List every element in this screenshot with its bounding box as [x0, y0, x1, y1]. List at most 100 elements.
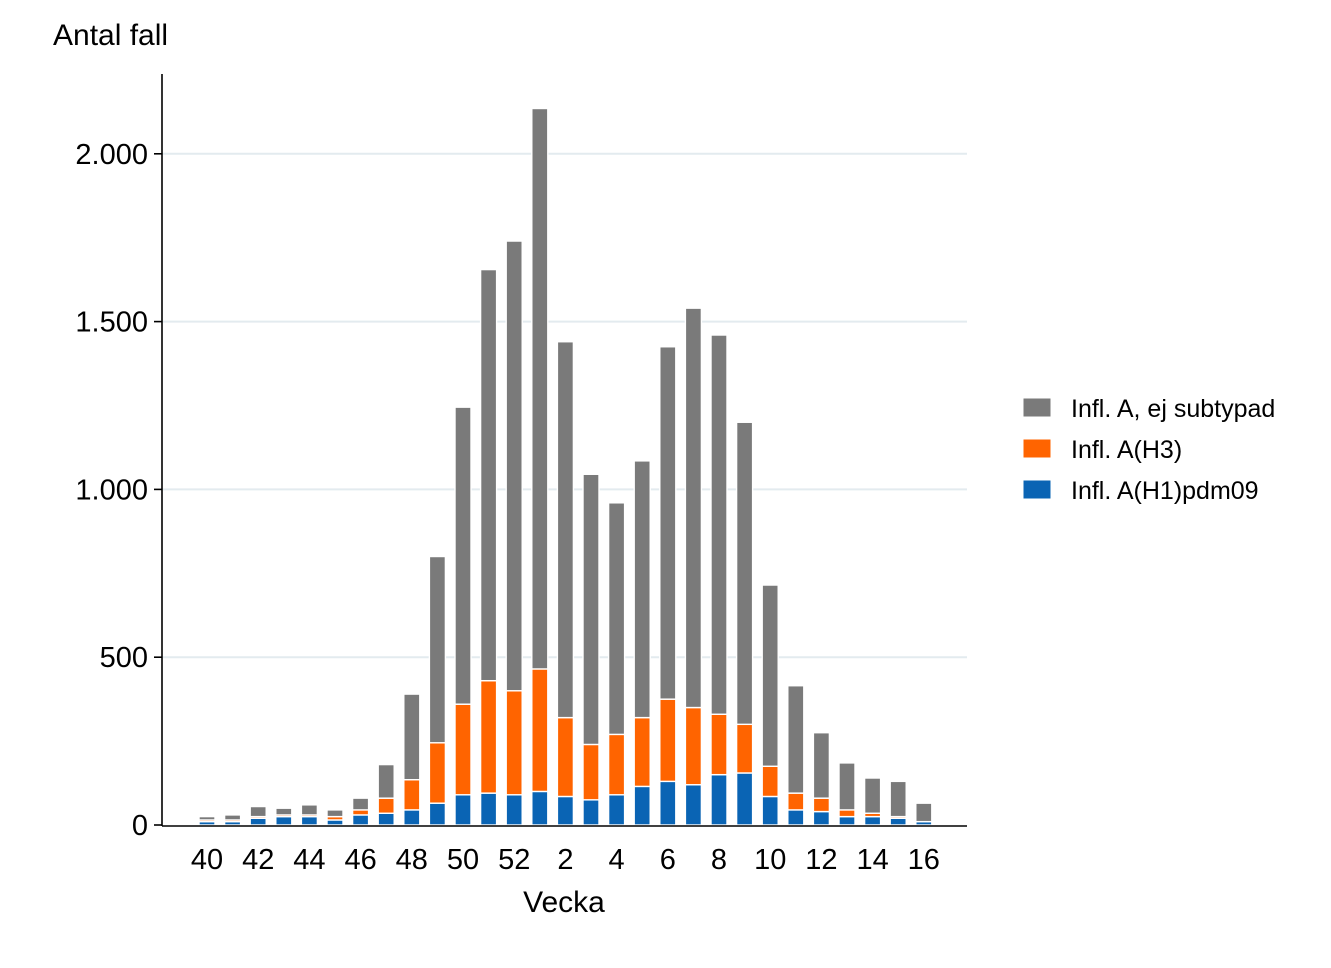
- bar-segment: [275, 807, 293, 816]
- bar-segment: [812, 797, 831, 813]
- bar-segment: [377, 812, 395, 826]
- bar-segment: [761, 584, 779, 767]
- bar-segment: [659, 698, 677, 783]
- y-tick-label: 0: [132, 810, 148, 842]
- bar-segment: [863, 777, 882, 814]
- bar-segment: [889, 817, 907, 826]
- x-tick-label: 2: [557, 844, 573, 876]
- bar-segment: [582, 473, 600, 746]
- bar-segment: [838, 815, 856, 826]
- x-tick-label: 6: [660, 844, 676, 876]
- bar-segment: [633, 716, 651, 788]
- bar-segment: [479, 792, 498, 826]
- x-axis-title: Vecka: [523, 886, 605, 919]
- bar-segment: [659, 346, 677, 700]
- bar-segment: [633, 785, 651, 826]
- bar-segment: [684, 784, 703, 826]
- bar-segment: [531, 668, 549, 793]
- x-tick-label: 46: [344, 844, 376, 876]
- bar-segment: [710, 713, 728, 776]
- bar-segment: [710, 334, 728, 715]
- bar-segment: [838, 762, 856, 811]
- legend-swatch: [1022, 479, 1052, 500]
- x-tick-labels: 40 42 44 46 48 50 52 2 4 6 8 10 12 14 16: [191, 844, 940, 876]
- bar-segment: [659, 780, 677, 826]
- bar-segment: [556, 795, 575, 826]
- bar-segment: [505, 794, 523, 826]
- bar-segment: [531, 790, 549, 826]
- bar-segment: [582, 799, 600, 826]
- bar-segment: [889, 780, 907, 818]
- legend-label: Infl. A, ej subtypad: [1071, 395, 1275, 423]
- x-tick-label: 10: [754, 844, 786, 876]
- bar-segment: [505, 690, 523, 796]
- bar-segment: [607, 733, 626, 796]
- x-tick-label: 52: [498, 844, 530, 876]
- bar-segment: [249, 805, 267, 818]
- bar-segment: [556, 341, 575, 719]
- bar-segment: [454, 703, 472, 796]
- bar-segment: [838, 809, 856, 818]
- x-tick-label: 50: [447, 844, 479, 876]
- bar-segment: [684, 706, 703, 786]
- bar-segment: [326, 809, 344, 818]
- bar-segment: [787, 685, 805, 794]
- bar-segment: [582, 743, 600, 801]
- bar-segment: [351, 814, 370, 826]
- bar-segment: [633, 460, 651, 719]
- bar-segment: [403, 778, 421, 811]
- y-tick-label: 1.500: [75, 307, 148, 339]
- y-axis-title: Antal fall: [53, 19, 168, 52]
- bar-segment: [326, 819, 344, 826]
- bar-segment: [607, 794, 626, 826]
- bar-segment: [607, 502, 626, 736]
- y-tick-labels: 0 500 1.000 1.500 2.000: [75, 139, 162, 842]
- bar-segment: [761, 795, 779, 826]
- bar-segment: [735, 723, 754, 774]
- legend: Infl. A, ej subtypad Infl. A(H3) Infl. A(H…: [1022, 395, 1275, 505]
- bar-segment: [505, 240, 523, 692]
- x-tick-label: 14: [856, 844, 888, 876]
- bar-segment: [863, 815, 882, 826]
- bar-segment: [351, 797, 370, 811]
- y-tick-label: 2.000: [75, 139, 148, 171]
- legend-label: Infl. A(H1)pdm09: [1071, 477, 1259, 505]
- bar-segment: [556, 716, 575, 798]
- bar-segment: [531, 107, 549, 670]
- bar-segment: [223, 814, 242, 821]
- bar-segment: [915, 802, 933, 823]
- bar-segment: [377, 763, 395, 799]
- bar-segment: [812, 732, 831, 799]
- bar-segment: [377, 797, 395, 814]
- x-tick-label: 44: [293, 844, 325, 876]
- x-tick-label: 8: [711, 844, 727, 876]
- x-tick-label: 42: [242, 844, 274, 876]
- legend-label: Infl. A(H3): [1071, 436, 1182, 464]
- bar-segment: [403, 809, 421, 826]
- bar-segment: [479, 268, 498, 682]
- y-tick-label: 1.000: [75, 474, 148, 506]
- x-tick-label: 16: [908, 844, 940, 876]
- bar-segment: [454, 406, 472, 705]
- legend-swatch: [1022, 397, 1052, 418]
- bar-segment: [428, 802, 447, 826]
- x-tick-label: 12: [805, 844, 837, 876]
- axes: [161, 74, 967, 827]
- x-tick-label: 40: [191, 844, 223, 876]
- bar-segment: [249, 817, 267, 826]
- bar-segment: [275, 815, 293, 826]
- bar-segment: [479, 679, 498, 794]
- x-tick-label: 48: [396, 844, 428, 876]
- bar-segment: [351, 809, 370, 816]
- y-tick-label: 500: [100, 642, 148, 674]
- bar-segment: [428, 742, 447, 804]
- bar-segment: [710, 773, 728, 826]
- bar-segment: [300, 804, 319, 816]
- bar-segment: [787, 809, 805, 826]
- bars: [198, 107, 933, 826]
- bar-segment: [403, 693, 421, 781]
- bar-segment: [812, 810, 831, 826]
- bar-segment: [735, 772, 754, 826]
- bar-segment: [735, 421, 754, 726]
